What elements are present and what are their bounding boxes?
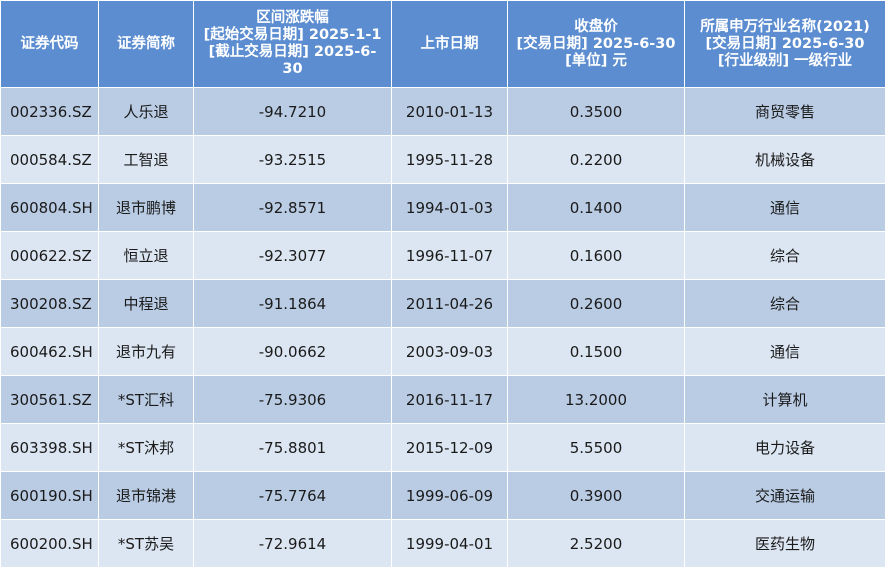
cell-change: -92.8571 xyxy=(194,184,392,232)
header-line: [截止交易日期] 2025-6- xyxy=(196,44,389,61)
cell-name: 人乐退 xyxy=(99,88,194,136)
cell-listing-date: 2016-11-17 xyxy=(392,376,508,424)
cell-listing-date: 2015-12-09 xyxy=(392,424,508,472)
cell-name: *ST沐邦 xyxy=(99,424,194,472)
cell-close-price: 0.3900 xyxy=(508,472,685,520)
cell-code: 600462.SH xyxy=(1,328,99,376)
header-line: 所属申万行业名称(2021) xyxy=(687,19,883,36)
cell-listing-date: 1994-01-03 xyxy=(392,184,508,232)
cell-change: -93.2515 xyxy=(194,136,392,184)
header-line: [交易日期] 2025-6-30 xyxy=(510,36,682,53)
table-body: 002336.SZ 人乐退 -94.7210 2010-01-13 0.3500… xyxy=(1,88,885,568)
cell-industry: 综合 xyxy=(685,280,885,328)
cell-listing-date: 2003-09-03 xyxy=(392,328,508,376)
cell-listing-date: 1995-11-28 xyxy=(392,136,508,184)
cell-listing-date: 1999-06-09 xyxy=(392,472,508,520)
cell-code: 300208.SZ xyxy=(1,280,99,328)
cell-industry: 通信 xyxy=(685,328,885,376)
column-header-listing-date[interactable]: 上市日期 xyxy=(392,1,508,88)
header-line: [行业级别] 一级行业 xyxy=(687,53,883,70)
header-line: [交易日期] 2025-6-30 xyxy=(687,36,883,53)
cell-name: 恒立退 xyxy=(99,232,194,280)
column-header-close-price[interactable]: 收盘价 [交易日期] 2025-6-30 [单位] 元 xyxy=(508,1,685,88)
cell-listing-date: 2011-04-26 xyxy=(392,280,508,328)
column-header-code[interactable]: 证券代码 xyxy=(1,1,99,88)
header-line: 证券代码 xyxy=(3,36,96,53)
cell-change: -90.0662 xyxy=(194,328,392,376)
cell-change: -75.9306 xyxy=(194,376,392,424)
cell-industry: 通信 xyxy=(685,184,885,232)
table-header: 证券代码 证券简称 区间涨跌幅 [起始交易日期] 2025-1-1 [截止交易日… xyxy=(1,1,885,88)
header-line: [起始交易日期] 2025-1-1 xyxy=(196,27,389,44)
cell-listing-date: 1999-04-01 xyxy=(392,520,508,568)
cell-code: 603398.SH xyxy=(1,424,99,472)
cell-name: *ST汇科 xyxy=(99,376,194,424)
table-row[interactable]: 600462.SH 退市九有 -90.0662 2003-09-03 0.150… xyxy=(1,328,885,376)
column-header-change[interactable]: 区间涨跌幅 [起始交易日期] 2025-1-1 [截止交易日期] 2025-6-… xyxy=(194,1,392,88)
cell-name: 退市鹏博 xyxy=(99,184,194,232)
cell-close-price: 13.2000 xyxy=(508,376,685,424)
table-row[interactable]: 000584.SZ 工智退 -93.2515 1995-11-28 0.2200… xyxy=(1,136,885,184)
table-row[interactable]: 600190.SH 退市锦港 -75.7764 1999-06-09 0.390… xyxy=(1,472,885,520)
cell-change: -91.1864 xyxy=(194,280,392,328)
table-row[interactable]: 600200.SH *ST苏吴 -72.9614 1999-04-01 2.52… xyxy=(1,520,885,568)
cell-close-price: 0.3500 xyxy=(508,88,685,136)
header-line: 证券简称 xyxy=(101,36,191,53)
header-line: 区间涨跌幅 xyxy=(196,10,389,27)
cell-code: 000622.SZ xyxy=(1,232,99,280)
header-line: [单位] 元 xyxy=(510,53,682,70)
cell-name: *ST苏吴 xyxy=(99,520,194,568)
column-header-industry[interactable]: 所属申万行业名称(2021) [交易日期] 2025-6-30 [行业级别] 一… xyxy=(685,1,885,88)
cell-industry: 交通运输 xyxy=(685,472,885,520)
cell-listing-date: 1996-11-07 xyxy=(392,232,508,280)
cell-code: 000584.SZ xyxy=(1,136,99,184)
cell-industry: 计算机 xyxy=(685,376,885,424)
cell-industry: 电力设备 xyxy=(685,424,885,472)
cell-code: 600804.SH xyxy=(1,184,99,232)
cell-close-price: 0.2600 xyxy=(508,280,685,328)
cell-change: -75.7764 xyxy=(194,472,392,520)
cell-industry: 综合 xyxy=(685,232,885,280)
table-row[interactable]: 002336.SZ 人乐退 -94.7210 2010-01-13 0.3500… xyxy=(1,88,885,136)
cell-industry: 医药生物 xyxy=(685,520,885,568)
cell-change: -75.8801 xyxy=(194,424,392,472)
cell-code: 002336.SZ xyxy=(1,88,99,136)
cell-change: -94.7210 xyxy=(194,88,392,136)
cell-name: 工智退 xyxy=(99,136,194,184)
cell-close-price: 2.5200 xyxy=(508,520,685,568)
cell-code: 300561.SZ xyxy=(1,376,99,424)
cell-close-price: 0.1400 xyxy=(508,184,685,232)
cell-industry: 商贸零售 xyxy=(685,88,885,136)
cell-close-price: 5.5500 xyxy=(508,424,685,472)
cell-close-price: 0.2200 xyxy=(508,136,685,184)
header-line: 30 xyxy=(196,61,389,78)
cell-code: 600190.SH xyxy=(1,472,99,520)
cell-industry: 机械设备 xyxy=(685,136,885,184)
cell-close-price: 0.1500 xyxy=(508,328,685,376)
header-line: 上市日期 xyxy=(394,36,505,53)
table-row[interactable]: 300208.SZ 中程退 -91.1864 2011-04-26 0.2600… xyxy=(1,280,885,328)
header-line: 收盘价 xyxy=(510,19,682,36)
cell-change: -92.3077 xyxy=(194,232,392,280)
cell-name: 退市九有 xyxy=(99,328,194,376)
table-row[interactable]: 000622.SZ 恒立退 -92.3077 1996-11-07 0.1600… xyxy=(1,232,885,280)
table-row[interactable]: 603398.SH *ST沐邦 -75.8801 2015-12-09 5.55… xyxy=(1,424,885,472)
cell-name: 中程退 xyxy=(99,280,194,328)
cell-change: -72.9614 xyxy=(194,520,392,568)
cell-close-price: 0.1600 xyxy=(508,232,685,280)
cell-code: 600200.SH xyxy=(1,520,99,568)
table-row[interactable]: 600804.SH 退市鹏博 -92.8571 1994-01-03 0.140… xyxy=(1,184,885,232)
column-header-name[interactable]: 证券简称 xyxy=(99,1,194,88)
table-row[interactable]: 300561.SZ *ST汇科 -75.9306 2016-11-17 13.2… xyxy=(1,376,885,424)
header-row: 证券代码 证券简称 区间涨跌幅 [起始交易日期] 2025-1-1 [截止交易日… xyxy=(1,1,885,88)
cell-listing-date: 2010-01-13 xyxy=(392,88,508,136)
cell-name: 退市锦港 xyxy=(99,472,194,520)
